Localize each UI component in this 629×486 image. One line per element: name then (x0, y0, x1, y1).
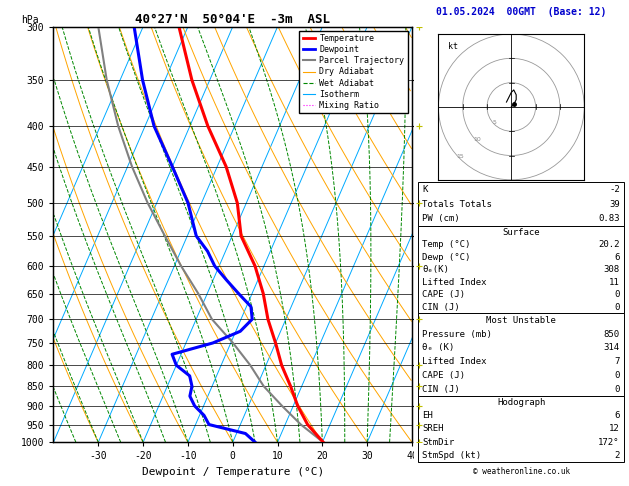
Text: 0: 0 (615, 303, 620, 312)
Text: 5: 5 (493, 120, 496, 125)
Text: CIN (J): CIN (J) (423, 385, 460, 394)
Bar (418, 182, 624, 226)
Text: 0: 0 (615, 371, 620, 380)
Text: 0.83: 0.83 (598, 214, 620, 223)
Text: 314: 314 (604, 344, 620, 352)
Text: CAPE (J): CAPE (J) (423, 371, 465, 380)
Text: Lifted Index: Lifted Index (423, 357, 487, 366)
Text: 10: 10 (474, 137, 481, 142)
Text: © weatheronline.co.uk: © weatheronline.co.uk (472, 467, 570, 476)
Bar (418, 396, 624, 462)
Text: θₑ(K): θₑ(K) (423, 265, 449, 274)
Text: 11: 11 (609, 278, 620, 287)
Text: 172°: 172° (598, 437, 620, 447)
Text: 0: 0 (615, 385, 620, 394)
Text: PW (cm): PW (cm) (423, 214, 460, 223)
Text: Dewp (°C): Dewp (°C) (423, 253, 471, 262)
Text: 39: 39 (609, 200, 620, 208)
Text: 15: 15 (457, 154, 464, 159)
Text: Hodograph: Hodograph (497, 398, 545, 407)
Text: StmSpd (kt): StmSpd (kt) (423, 451, 482, 460)
Title: 40°27'N  50°04'E  -3m  ASL: 40°27'N 50°04'E -3m ASL (135, 13, 330, 26)
Text: 12: 12 (609, 424, 620, 434)
Text: CIN (J): CIN (J) (423, 303, 460, 312)
Text: kt: kt (448, 42, 458, 51)
Text: 7: 7 (615, 357, 620, 366)
Text: 308: 308 (604, 265, 620, 274)
Text: Pressure (mb): Pressure (mb) (423, 330, 493, 339)
Text: 850: 850 (604, 330, 620, 339)
Legend: Temperature, Dewpoint, Parcel Trajectory, Dry Adiabat, Wet Adiabat, Isotherm, Mi: Temperature, Dewpoint, Parcel Trajectory… (299, 31, 408, 113)
Text: LCL: LCL (419, 366, 434, 375)
Text: SREH: SREH (423, 424, 444, 434)
Text: 0: 0 (615, 290, 620, 299)
Text: CAPE (J): CAPE (J) (423, 290, 465, 299)
Text: 6: 6 (615, 253, 620, 262)
X-axis label: Dewpoint / Temperature (°C): Dewpoint / Temperature (°C) (142, 467, 324, 477)
Text: Surface: Surface (503, 228, 540, 237)
Text: 2: 2 (615, 451, 620, 460)
Text: -2: -2 (609, 185, 620, 194)
Text: hPa: hPa (21, 15, 39, 25)
Text: 6: 6 (615, 411, 620, 420)
Bar (418, 313, 624, 396)
Text: 20.2: 20.2 (598, 240, 620, 249)
Text: Lifted Index: Lifted Index (423, 278, 487, 287)
Text: Most Unstable: Most Unstable (486, 316, 556, 325)
Bar (418, 226, 624, 313)
Text: StmDir: StmDir (423, 437, 455, 447)
Text: 01.05.2024  00GMT  (Base: 12): 01.05.2024 00GMT (Base: 12) (436, 7, 606, 17)
Text: K: K (423, 185, 428, 194)
Text: Totals Totals: Totals Totals (423, 200, 493, 208)
Text: θₑ (K): θₑ (K) (423, 344, 455, 352)
Text: Temp (°C): Temp (°C) (423, 240, 471, 249)
Text: EH: EH (423, 411, 433, 420)
Text: km
ASL: km ASL (455, 5, 470, 25)
